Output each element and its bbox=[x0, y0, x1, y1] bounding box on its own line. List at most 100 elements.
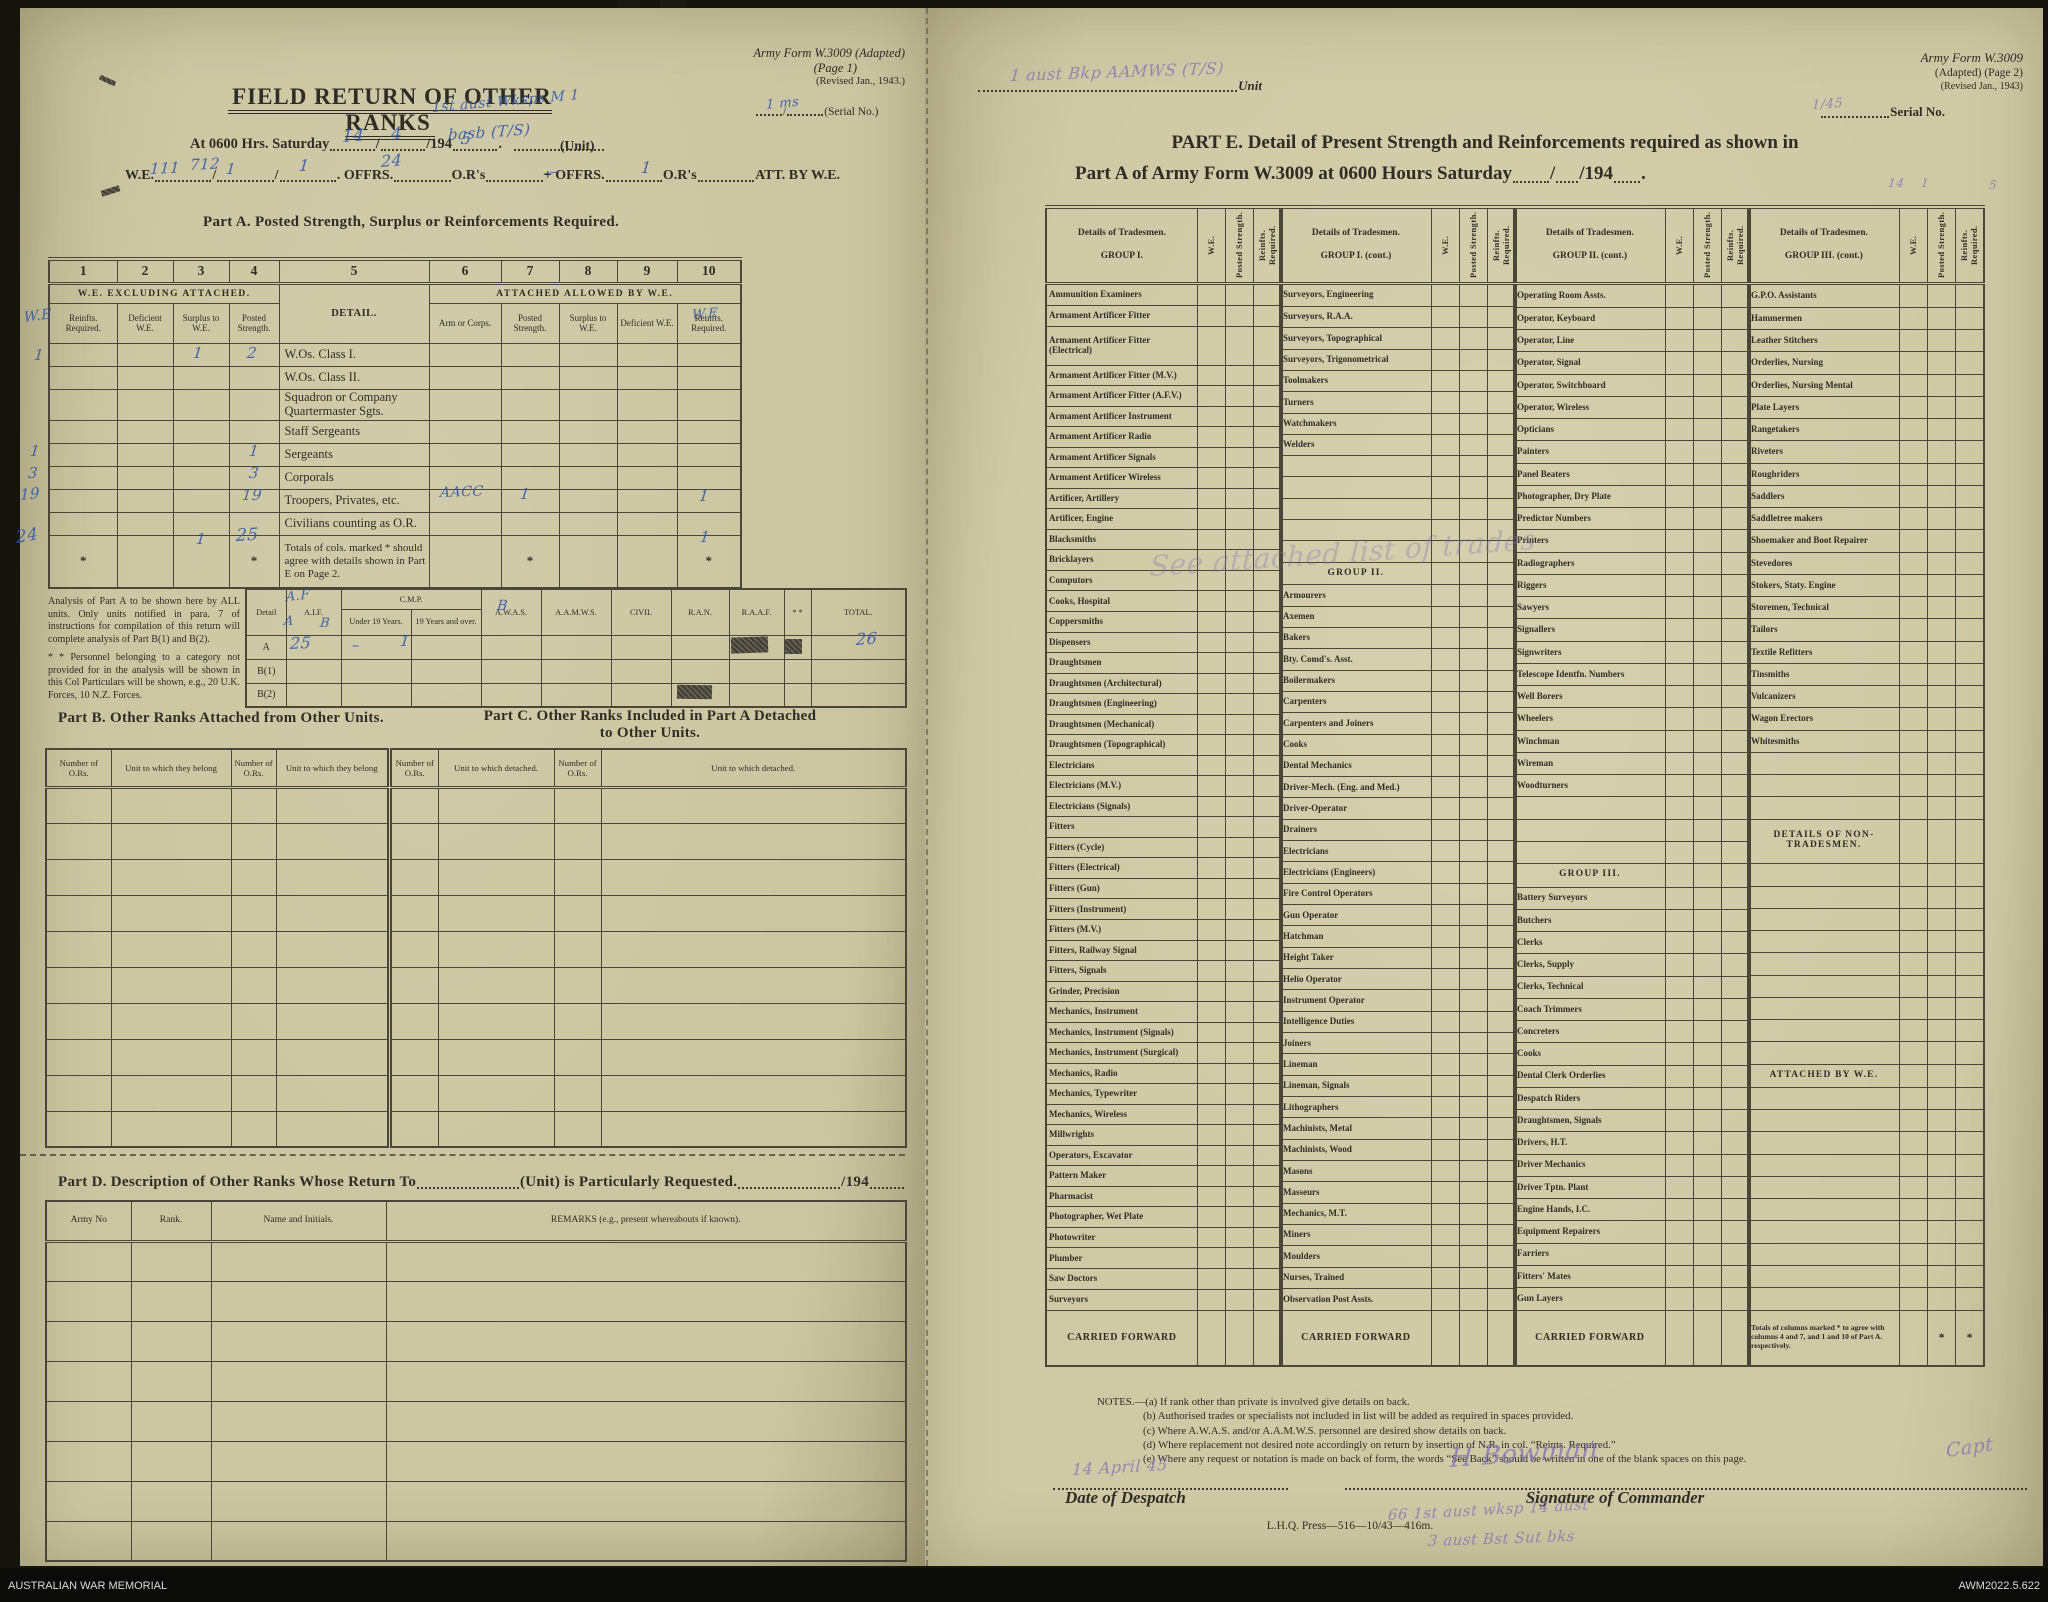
form-reference-p2: Army Form W.3009 (Adapted) (Page 2) (Rev… bbox=[1803, 50, 2023, 93]
tradesman-row: Riggers bbox=[1513, 573, 1751, 598]
tradesman-row: Opticians bbox=[1513, 418, 1751, 442]
tradesman-row bbox=[1747, 1131, 1985, 1155]
tradesman-row: GROUP II. bbox=[1279, 561, 1517, 586]
tradesman-row: Sawyers bbox=[1513, 596, 1751, 620]
analysis-notes: Analysis of Part A to be shown here by A… bbox=[48, 596, 240, 702]
tradesman-row: Fitters (Gun) bbox=[1045, 877, 1283, 900]
tradesman-row bbox=[1747, 885, 1985, 909]
tradesman-row: Observation Post Assts. bbox=[1279, 1288, 1517, 1311]
tradesman-row: Bakers bbox=[1279, 626, 1517, 650]
tradesman-row: Machinists, Metal bbox=[1279, 1117, 1517, 1140]
tradesman-row: ATTACHED BY W.E. bbox=[1747, 1063, 1985, 1088]
part-b-table: Number of O.Rs. Unit to which they belong… bbox=[45, 748, 389, 1148]
tradesman-row: Operating Room Assts. bbox=[1513, 282, 1751, 308]
carried-forward-row: CARRIED FORWARD bbox=[1045, 1309, 1283, 1367]
part-b-row bbox=[45, 930, 389, 968]
tradesman-row: Draughtsmen (Topographical) bbox=[1045, 734, 1283, 756]
form-ref-line3: (Revised Jan., 1943.) bbox=[816, 76, 905, 87]
serial-label-p2: Serial No. bbox=[1890, 104, 1945, 119]
tradesman-row: Saddlers bbox=[1747, 484, 1985, 509]
part-b-row bbox=[45, 858, 389, 896]
tradesman-row bbox=[1279, 497, 1517, 521]
tradesman-row bbox=[1747, 1109, 1985, 1133]
analysis-row: B(2) bbox=[245, 682, 907, 708]
tradesman-row: Mechanics, Typewriter bbox=[1045, 1083, 1283, 1105]
note-b: (b) Authorised trades or specialists not… bbox=[1143, 1410, 1574, 1423]
tradesman-row: Draughtsmen (Architectural) bbox=[1045, 672, 1283, 695]
part-c-title-line2: to Other Units. bbox=[599, 725, 701, 741]
part-c-row bbox=[390, 1110, 907, 1148]
form-ref2-line2: (Adapted) (Page 2) bbox=[1934, 67, 2023, 80]
tradesman-row bbox=[1513, 840, 1751, 865]
tradesman-row: Hammermen bbox=[1747, 306, 1985, 331]
fold-line bbox=[926, 8, 928, 1566]
part-e-title2-text: Part A of Army Form W.3009 at 0600 Hours… bbox=[1075, 163, 1512, 184]
tradesman-row: Coppersmiths bbox=[1045, 611, 1283, 633]
page-title-wrap: FIELD RETURN OF OTHER RANKS bbox=[210, 84, 570, 140]
tradesman-row: Well Borers bbox=[1513, 685, 1751, 709]
tradesman-row: Armament Artificer Fitter bbox=[1045, 305, 1283, 327]
form-reference: Army Form W.3009 (Adapted) (Page 1) (Rev… bbox=[655, 46, 905, 89]
archive-name: AUSTRALIAN WAR MEMORIAL bbox=[8, 1580, 168, 1592]
tradesman-row: Toolmakers bbox=[1279, 369, 1517, 393]
tradesman-row: Surveyors, Engineering bbox=[1279, 282, 1517, 307]
tradesman-row: Grinder, Precision bbox=[1045, 980, 1283, 1003]
tradesman-row: Electricians (Signals) bbox=[1045, 795, 1283, 818]
part-d-row bbox=[45, 1360, 907, 1402]
tradesman-row: Tinsmiths bbox=[1747, 662, 1985, 687]
note-d: (d) Where replacement not desired note a… bbox=[1143, 1438, 1616, 1451]
part-c-row bbox=[390, 1074, 907, 1112]
archive-footer: AUSTRALIAN WAR MEMORIAL AWM2022.5.622 bbox=[0, 1568, 2048, 1602]
tradesman-row: Mechanics, M.T. bbox=[1279, 1202, 1517, 1226]
carried-forward-row: CARRIED FORWARD bbox=[1513, 1309, 1751, 1367]
unit-label: (Unit) bbox=[560, 138, 595, 153]
part-d-row bbox=[45, 1480, 907, 1522]
tradesman-row: Operators, Excavator bbox=[1045, 1144, 1283, 1167]
part-c-row bbox=[390, 858, 907, 896]
tradesman-row bbox=[1747, 751, 1985, 776]
offrs2-label: OFFRS. bbox=[555, 168, 605, 183]
tradesman-row bbox=[1279, 476, 1517, 499]
tradesman-row: Operator, Wireless bbox=[1513, 395, 1751, 420]
part-b-row bbox=[45, 894, 389, 932]
tradesman-row: Pattern Maker bbox=[1045, 1165, 1283, 1187]
tradesman-row: Armament Artificer Wireless bbox=[1045, 467, 1283, 489]
tradesman-row: Shoemaker and Boot Repairer bbox=[1747, 529, 1985, 553]
note-e: (e) Where any request or notation is mad… bbox=[1143, 1453, 1747, 1465]
tradesman-row bbox=[1747, 1018, 1985, 1043]
tradesman-row: Operator, Keyboard bbox=[1513, 306, 1751, 331]
part-d-title: Part D. Description of Other Ranks Whose… bbox=[58, 1174, 905, 1191]
tradesman-row: Textile Refitters bbox=[1747, 640, 1985, 664]
tradesman-row: Joiners bbox=[1279, 1032, 1517, 1055]
unit-line: Unit bbox=[977, 78, 1262, 94]
tradesman-row: Dental Clerk Orderlies bbox=[1513, 1064, 1751, 1088]
tradesman-row: Gun Layers bbox=[1513, 1287, 1751, 1311]
tradesman-row: Battery Surveyors bbox=[1513, 886, 1751, 910]
part-c-table: Number of O.Rs. Unit to which detached. Nu… bbox=[390, 748, 907, 1148]
tradesman-row: Mechanics, Radio bbox=[1045, 1062, 1283, 1085]
tradesman-row: Stevedores bbox=[1747, 551, 1985, 575]
tradesman-row: Armourers bbox=[1279, 584, 1517, 607]
tradesman-row: Masseurs bbox=[1279, 1181, 1517, 1204]
tradesman-row: Draughtsmen bbox=[1045, 652, 1283, 674]
tradesman-row: Painters bbox=[1513, 440, 1751, 464]
tradesman-row: Watchmakers bbox=[1279, 412, 1517, 435]
tradesman-row: Signwriters bbox=[1513, 640, 1751, 664]
tradesman-row: Draughtsmen, Signals bbox=[1513, 1108, 1751, 1133]
tradesman-row: Signallers bbox=[1513, 618, 1751, 642]
tradesman-row bbox=[1747, 1198, 1985, 1222]
tradesman-row: Boilermakers bbox=[1279, 669, 1517, 692]
part-b-row bbox=[45, 966, 389, 1004]
tradesman-row: Wheelers bbox=[1513, 707, 1751, 731]
part-c-row bbox=[390, 822, 907, 860]
part-a-row: Staff Sergeants bbox=[48, 419, 742, 444]
tradesman-row: DETAILS OF NON-TRADESMEN. bbox=[1747, 818, 1985, 865]
tradesman-row: Predictor Numbers bbox=[1513, 507, 1751, 531]
tradesman-row: Lithographers bbox=[1279, 1096, 1517, 1119]
date-line bbox=[1053, 1476, 1288, 1490]
tradesman-row: Lineman bbox=[1279, 1053, 1517, 1076]
tradesman-row: Clerks bbox=[1513, 930, 1751, 955]
tradesman-row bbox=[1747, 907, 1985, 932]
signature-of-commander-label: Signature of Commander bbox=[1525, 1488, 1705, 1507]
